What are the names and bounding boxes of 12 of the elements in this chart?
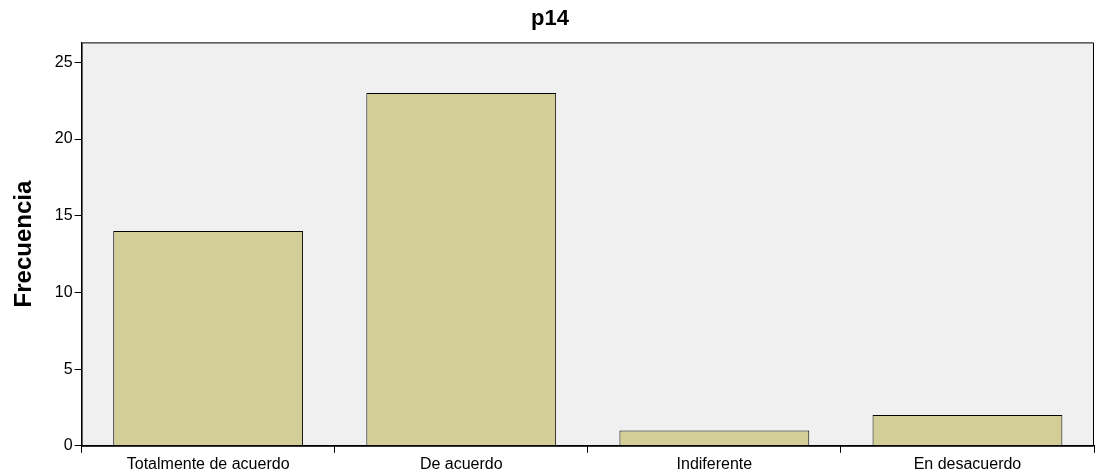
x-tick-label: De acuerdo <box>419 454 503 472</box>
y-tick-label: 5 <box>63 359 73 377</box>
y-tick-label: 25 <box>54 52 73 70</box>
x-tick-label: Indiferente <box>676 454 753 472</box>
x-tick-label: En desacuerdo <box>913 454 1022 472</box>
chart-title: p14 <box>531 5 570 31</box>
y-tick-label: 0 <box>63 436 73 454</box>
y-tick-label: 15 <box>54 206 73 224</box>
y-axis-title: Frecuencia <box>9 180 37 308</box>
y-tick-label: 20 <box>54 129 73 147</box>
y-tick-label: 10 <box>54 282 73 300</box>
x-tick-label: Totalmente de acuerdo <box>126 454 290 472</box>
